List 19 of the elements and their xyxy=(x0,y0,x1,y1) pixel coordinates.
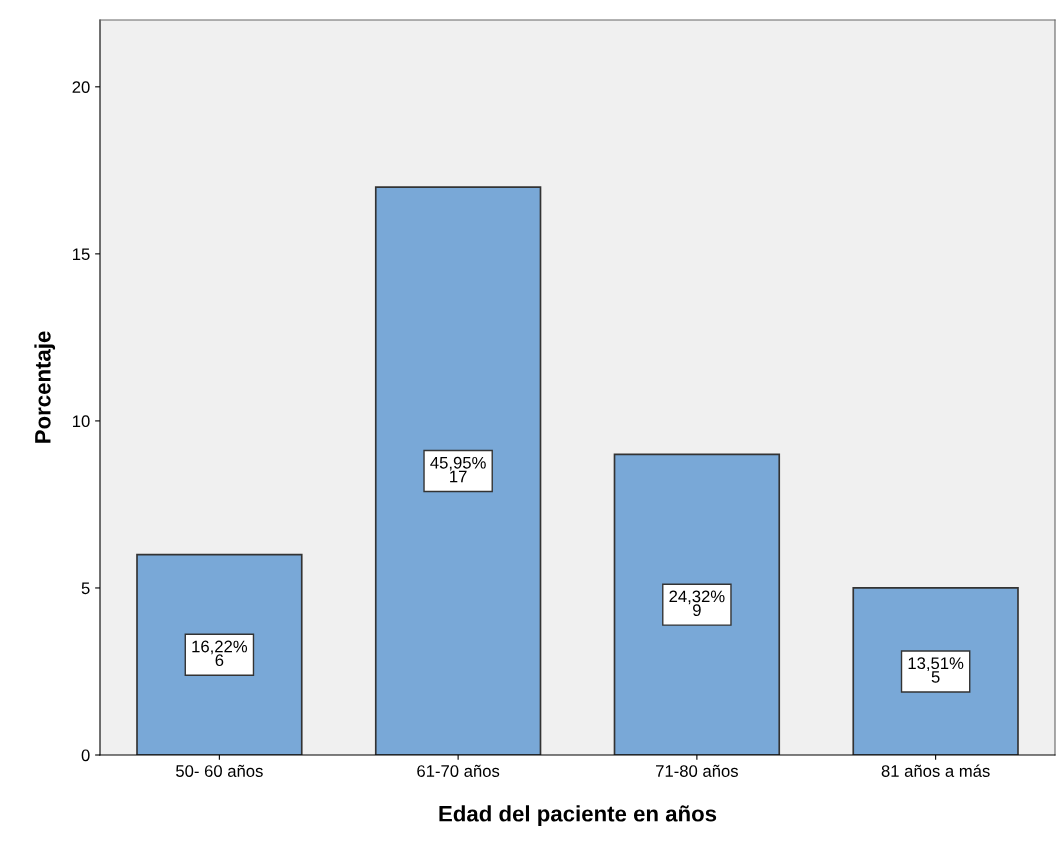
data-label: 45,95% 17 xyxy=(430,456,486,483)
data-label: 24,32% 9 xyxy=(669,590,725,616)
x-tick-label: 81 años a más xyxy=(881,764,990,777)
y-tick-label: 0 xyxy=(81,749,90,762)
x-axis-title: Edad del paciente en años xyxy=(439,805,717,826)
x-tick-label: 61-70 años xyxy=(417,764,500,777)
y-tick-label: 20 xyxy=(72,81,90,94)
data-label: 16,22% 6 xyxy=(192,640,248,667)
y-tick-label: 10 xyxy=(73,415,90,428)
y-tick-label: 15 xyxy=(73,248,90,261)
y-tick-label: 5 xyxy=(81,582,90,595)
bar xyxy=(852,587,1019,755)
data-label: 13,51% 5 xyxy=(908,657,964,683)
bar xyxy=(374,186,542,755)
y-axis-title: Porcentaje xyxy=(34,331,56,443)
bar xyxy=(613,453,781,755)
bar xyxy=(136,553,303,755)
x-tick-label: 71-80 años xyxy=(656,764,738,777)
x-tick-label: 50- 60 años xyxy=(176,764,263,777)
